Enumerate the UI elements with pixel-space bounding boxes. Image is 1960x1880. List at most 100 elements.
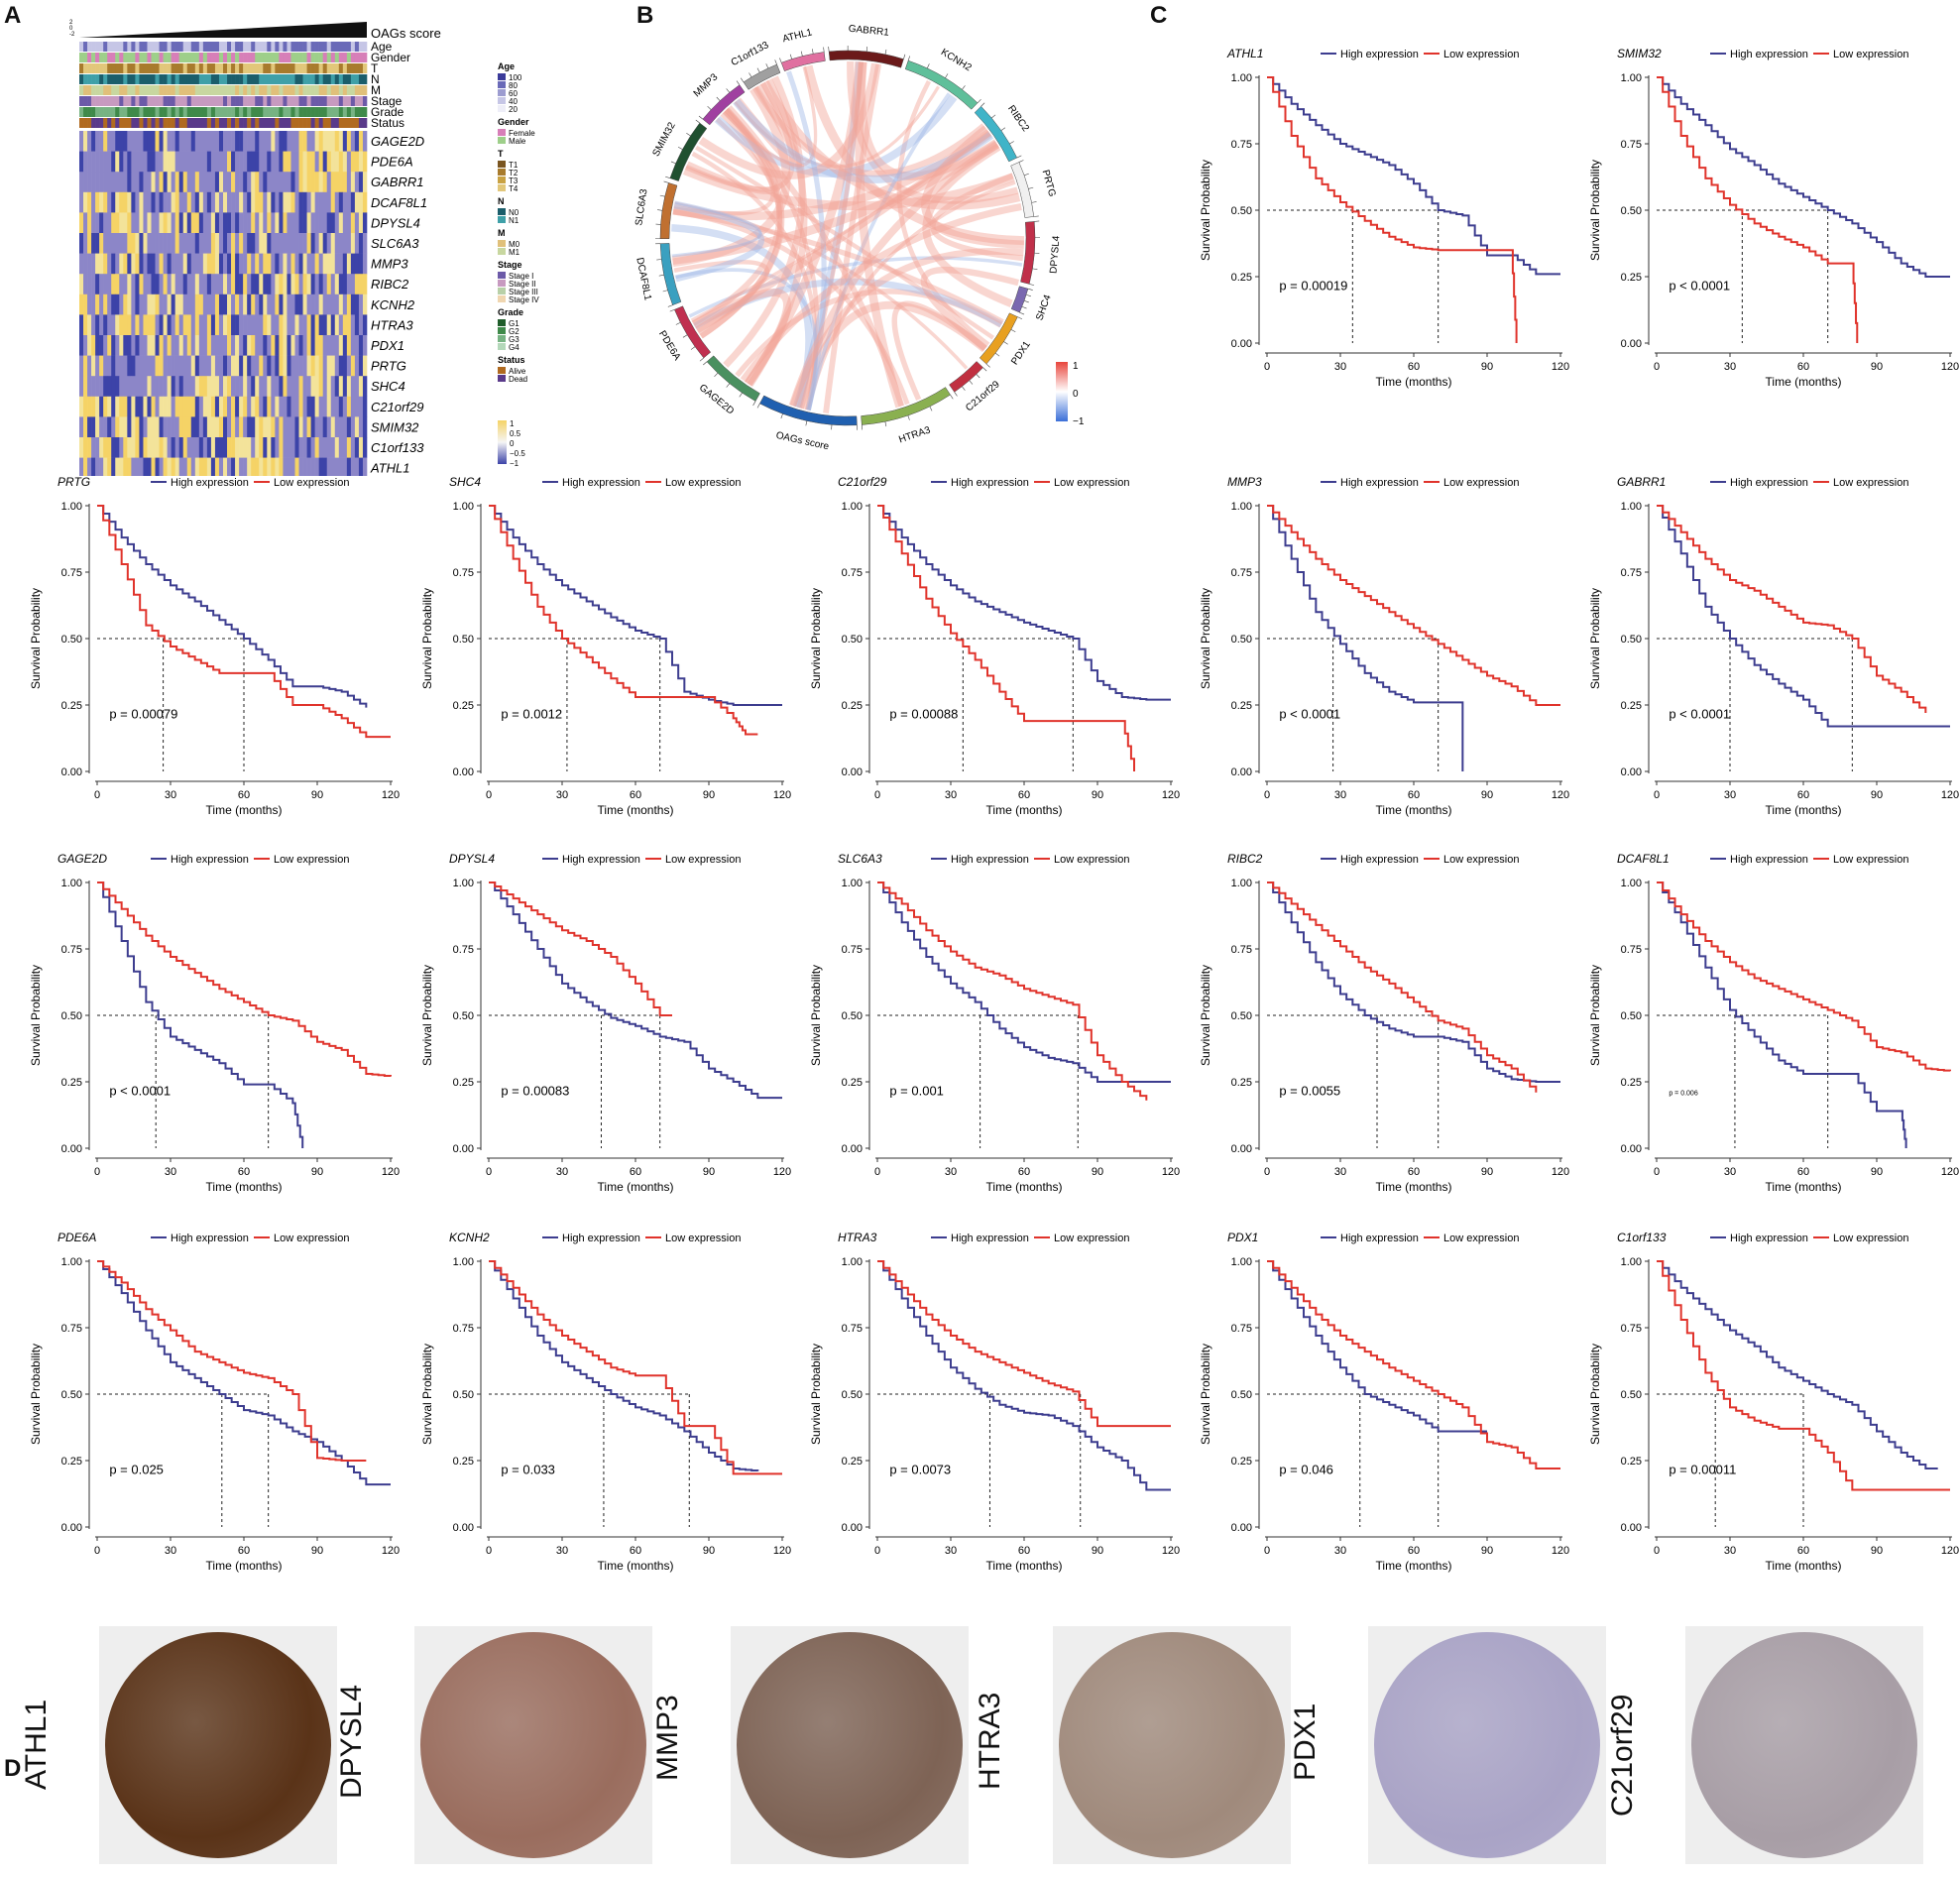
heatmap-cell [255, 335, 260, 356]
heatmap-cell [279, 212, 284, 234]
heatmap-cell [290, 253, 295, 275]
annotation-cell [235, 118, 240, 128]
x-tick-label: 120 [1552, 1545, 1569, 1557]
annotation-cell [214, 74, 220, 84]
heatmap-cell [151, 151, 156, 173]
annotation-row-label: Grade [371, 105, 404, 119]
heatmap-cell [275, 131, 280, 152]
heatmap-cell [318, 314, 323, 336]
legend-swatch [498, 280, 506, 287]
heatmap-cell [362, 376, 368, 398]
annotation-cell [123, 53, 128, 62]
heatmap-cell [91, 253, 96, 275]
heatmap-cell [210, 376, 216, 398]
annotation-cell [362, 42, 368, 52]
heatmap-cell [99, 233, 104, 254]
heatmap-cell [143, 294, 148, 315]
heatmap-cell [279, 376, 284, 398]
heatmap-cell [283, 437, 288, 458]
heatmap-cell [334, 376, 340, 398]
annotation-cell [103, 118, 108, 128]
heatmap-cell [99, 335, 104, 356]
annotation-cell [294, 63, 299, 73]
annotation-cell [182, 107, 188, 117]
heatmap-cell [338, 212, 344, 234]
heatmap-cell [198, 274, 204, 295]
annotation-cell [314, 63, 319, 73]
annotation-cell [198, 118, 204, 128]
heatmap-cell [279, 151, 284, 173]
annotation-cell [202, 63, 208, 73]
annotation-cell [171, 96, 175, 106]
annotation-cell [302, 85, 307, 95]
heatmap-cell [263, 416, 268, 438]
annotation-cell [255, 63, 260, 73]
km-plot: GABRR1 High expression Low expression0.000… [1588, 475, 1959, 817]
heatmap-cell [239, 335, 244, 356]
annotation-cell [283, 107, 288, 117]
annotation-cell [171, 85, 175, 95]
heatmap-cell [151, 191, 156, 213]
heatmap-cell [178, 172, 184, 193]
annotation-cell [290, 42, 295, 52]
annotation-cell [135, 118, 140, 128]
heatmap-cell [334, 151, 340, 173]
annotation-cell [95, 63, 100, 73]
heatmap-cell [167, 314, 172, 336]
km-plot: SMIM32 High expression Low expression0.000… [1588, 47, 1959, 389]
heatmap-cell [171, 151, 175, 173]
x-axis-title: Time (months) [1766, 375, 1842, 389]
heatmap-cell [263, 172, 268, 193]
legend-item: G4 [509, 343, 519, 352]
y-tick-label: 0.50 [1231, 205, 1252, 217]
heatmap-cell [214, 416, 220, 438]
heatmap-cell [214, 355, 220, 377]
heatmap-cell [214, 212, 220, 234]
heatmap-cell [135, 335, 140, 356]
heatmap-cell [231, 191, 236, 213]
heatmap-cell [107, 233, 112, 254]
heatmap-cell [314, 335, 319, 356]
heatmap-cell [267, 294, 272, 315]
heatmap-cell [95, 151, 100, 173]
annotation-cell [147, 96, 152, 106]
heatmap-cell [255, 314, 260, 336]
heatmap-cell [111, 212, 116, 234]
low-expression-curve [877, 505, 1135, 771]
annotation-cell [239, 74, 244, 84]
heatmap-cell [131, 131, 136, 152]
heatmap-cell [171, 212, 175, 234]
x-tick-label: 120 [773, 789, 791, 801]
annotation-cell [151, 63, 156, 73]
heatmap-cell [218, 191, 224, 213]
heatmap-cell [171, 314, 175, 336]
x-tick-label: 30 [945, 1545, 957, 1557]
heatmap-cell [206, 355, 212, 377]
heatmap-cell [139, 355, 144, 377]
heatmap-cell [139, 151, 144, 173]
heatmap-cell [151, 396, 156, 417]
heatmap-cell [214, 457, 220, 476]
km-plot: C21orf29 High expression Low expression0.0… [809, 475, 1180, 817]
heatmap-cell [227, 233, 232, 254]
heatmap-cell [103, 376, 108, 398]
heatmap-cell [346, 191, 352, 213]
heatmap-cell [267, 396, 272, 417]
annotation-cell [135, 74, 140, 84]
heatmap-cell [302, 172, 307, 193]
heatmap-cell [143, 172, 148, 193]
heatmap-cell [247, 131, 252, 152]
y-tick-label: 1.00 [842, 1256, 863, 1268]
annotation-cell [91, 96, 96, 106]
heatmap-cell [163, 151, 168, 173]
annotation-cell [334, 74, 340, 84]
annotation-cell [251, 53, 256, 62]
y-axis-title: Survival Probability [1588, 965, 1602, 1066]
x-tick-label: 0 [874, 789, 880, 801]
chord-tick [929, 406, 933, 411]
heatmap-cell [227, 396, 232, 417]
annotation-cell [251, 74, 256, 84]
x-tick-label: 120 [1552, 361, 1569, 373]
chord-sector [828, 50, 904, 68]
heatmap-cell [330, 172, 336, 193]
